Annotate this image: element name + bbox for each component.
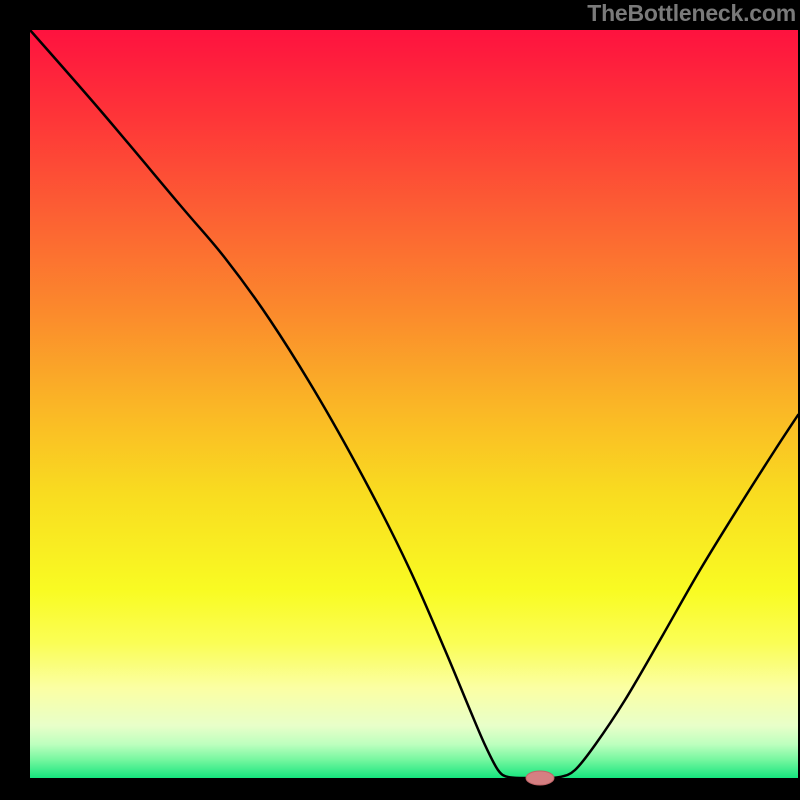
bottleneck-chart: [0, 0, 800, 800]
watermark-text: TheBottleneck.com: [587, 0, 796, 27]
chart-container: TheBottleneck.com: [0, 0, 800, 800]
plot-background: [30, 30, 798, 778]
optimal-marker: [526, 771, 554, 785]
